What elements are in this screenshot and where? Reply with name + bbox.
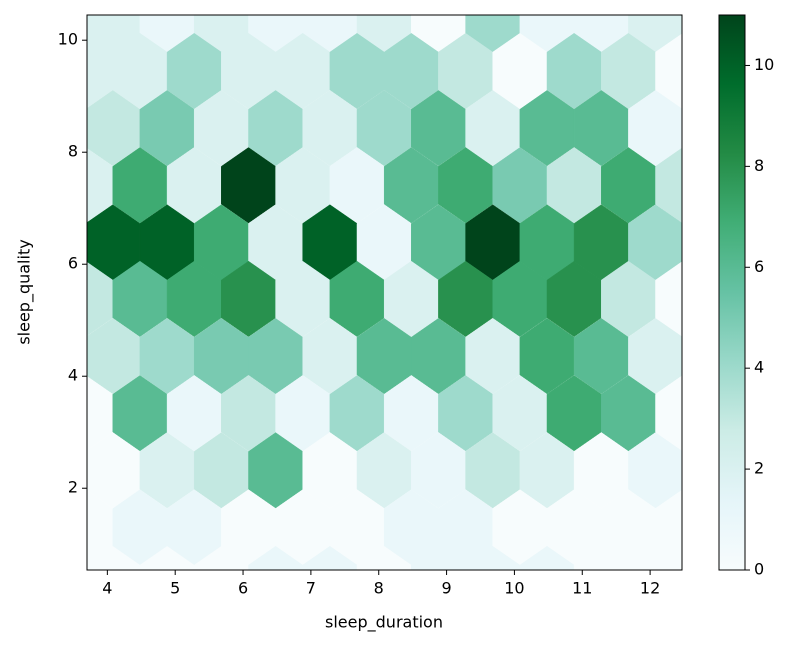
- x-tick-label: 11: [572, 579, 592, 598]
- x-tick-label: 10: [504, 579, 524, 598]
- hex-bin: [655, 375, 682, 451]
- hex-bin: [628, 318, 682, 395]
- colorbar-tick-label: 4: [754, 358, 764, 377]
- hex-bin: [655, 147, 682, 223]
- colorbar-tick-label: 0: [754, 560, 764, 579]
- x-axis-label: sleep_duration: [325, 613, 443, 633]
- plot-frame: [86, 14, 683, 571]
- y-tick-label: 6: [68, 254, 78, 273]
- y-tick-label: 8: [68, 142, 78, 161]
- hex-bin: [628, 90, 682, 167]
- x-tick-label: 6: [238, 579, 248, 598]
- hex-bin: [655, 489, 682, 565]
- x-tick-label: 4: [102, 579, 112, 598]
- x-tick-label: 12: [640, 579, 660, 598]
- y-tick-label: 2: [68, 478, 78, 497]
- x-tick-label: 9: [441, 579, 451, 598]
- colorbar-tick-label: 10: [754, 55, 774, 74]
- hex-layer: [87, 15, 682, 570]
- hex-bin: [628, 545, 682, 570]
- y-tick-label: 4: [68, 366, 78, 385]
- y-tick-label: 10: [58, 30, 78, 49]
- x-tick-label: 5: [170, 579, 180, 598]
- colorbar-tick-label: 6: [754, 257, 764, 276]
- colorbar-tick-label: 2: [754, 459, 764, 478]
- x-tick-label: 8: [374, 579, 384, 598]
- y-axis-label: sleep_quality: [15, 239, 35, 344]
- x-tick-label: 7: [306, 579, 316, 598]
- hex-bin: [655, 33, 682, 109]
- hex-bin: [655, 261, 682, 337]
- colorbar: [718, 14, 746, 571]
- hex-bin: [628, 432, 682, 509]
- colorbar-tick-label: 8: [754, 156, 764, 175]
